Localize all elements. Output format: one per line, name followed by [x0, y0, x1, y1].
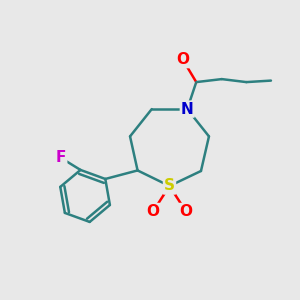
Text: O: O [176, 52, 189, 67]
Text: O: O [146, 204, 160, 219]
Text: N: N [181, 102, 194, 117]
Text: S: S [164, 178, 175, 194]
Text: F: F [56, 150, 66, 165]
Text: O: O [179, 204, 193, 219]
